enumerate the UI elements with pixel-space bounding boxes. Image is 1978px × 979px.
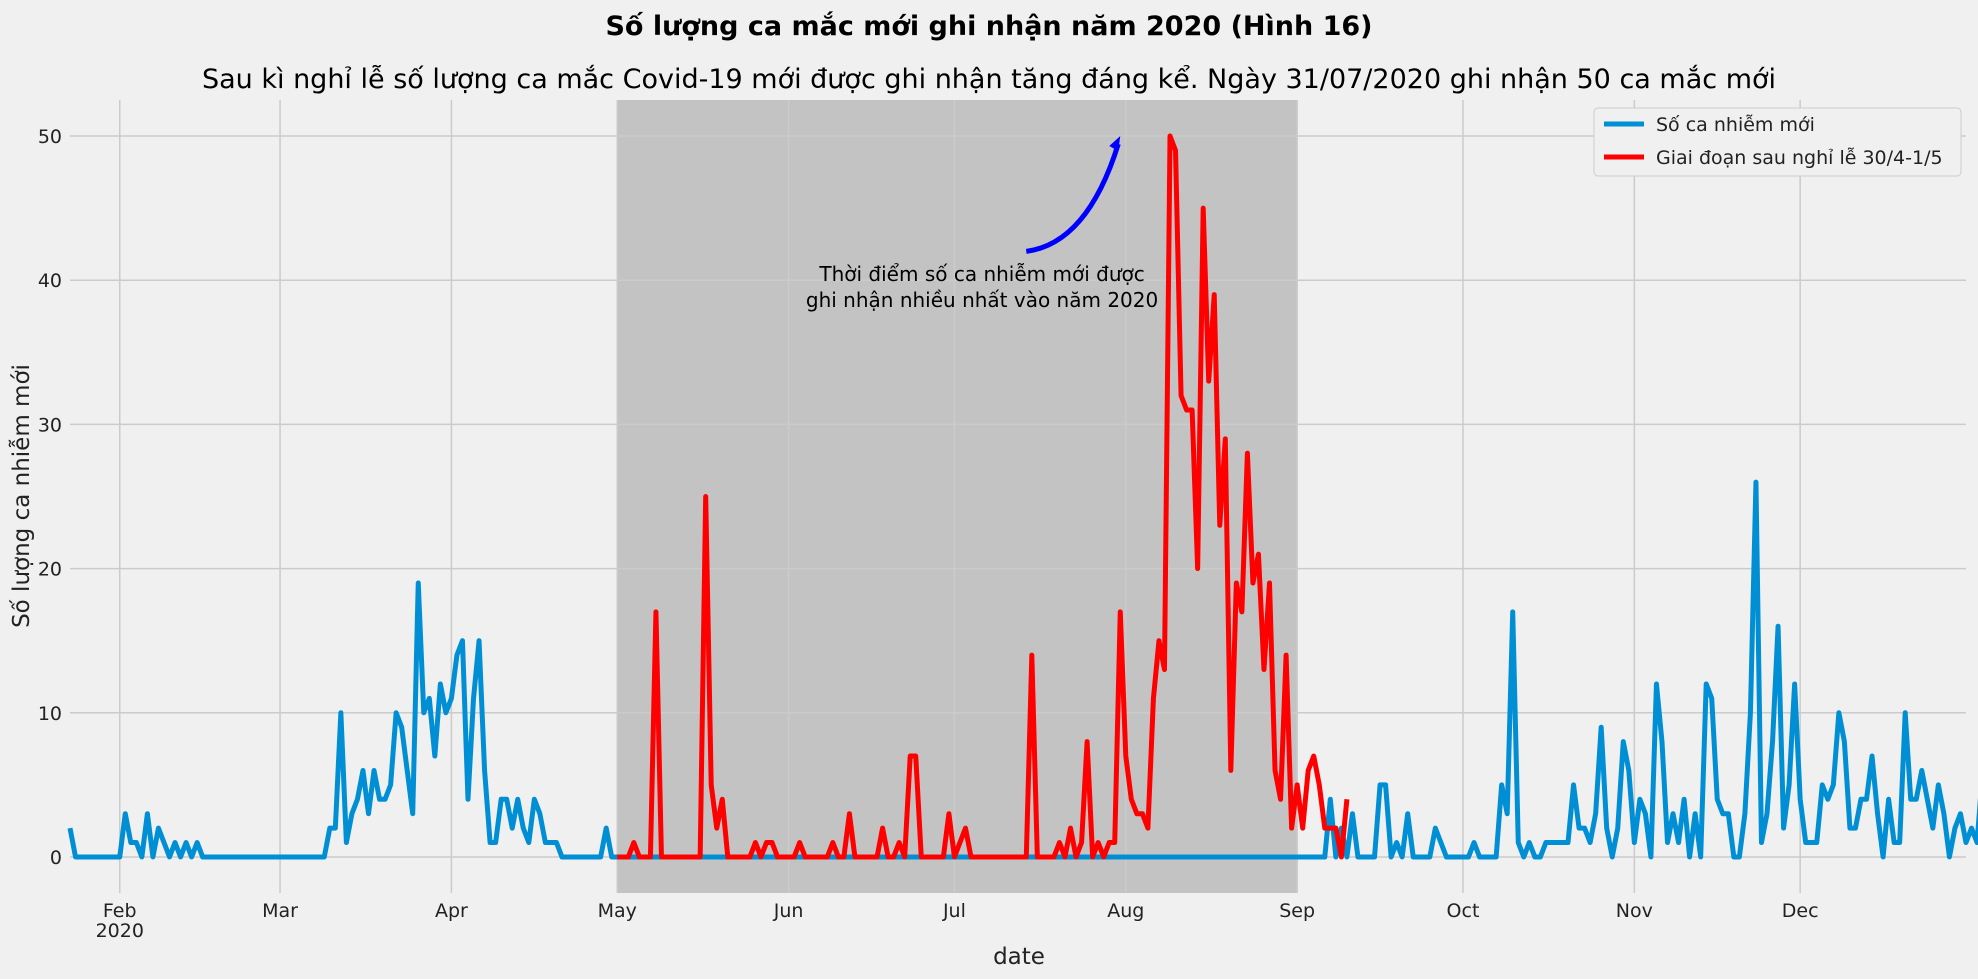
x-tick-label: Oct	[1447, 900, 1480, 922]
legend-box	[1593, 107, 1962, 177]
annotation-text-line-2: ghi nhận nhiều nhất vào năm 2020	[806, 288, 1158, 312]
y-tick-label: 20	[38, 559, 62, 581]
y-axis-label: Số lượng ca nhiễm mới	[7, 364, 35, 628]
x-tick-sublabel: 2020	[96, 920, 144, 942]
annotation: Thời điểm số ca nhiễm mới được ghi nhận …	[806, 136, 1158, 312]
legend-label-new-cases: Số ca nhiễm mới	[1656, 113, 1815, 136]
x-tick-label: Sep	[1279, 900, 1315, 922]
y-axis-ticks: 0 10 20 30 40 50	[38, 126, 62, 869]
x-tick-label: May	[598, 900, 637, 922]
legend-label-post-holiday: Giai đoạn sau nghỉ lễ 30/4-1/5	[1656, 146, 1943, 169]
x-tick-label: Mar	[262, 900, 298, 922]
annotation-text-line-1: Thời điểm số ca nhiễm mới được	[818, 262, 1144, 286]
y-tick-label: 30	[38, 414, 62, 436]
annotation-arrow	[1025, 143, 1121, 254]
y-tick-label: 0	[50, 847, 62, 869]
series-line-1	[617, 133, 1350, 860]
annotation-arrowhead	[1109, 136, 1121, 152]
x-tick-label: Apr	[435, 900, 468, 922]
x-tick-label: Dec	[1782, 900, 1819, 922]
chart-subtitle: Sau kì nghỉ lễ số lượng ca mắc Covid-19 …	[202, 64, 1776, 95]
series-layer	[67, 133, 1978, 860]
legend: Số ca nhiễm mới Giai đoạn sau nghỉ lễ 30…	[1593, 107, 1962, 177]
x-tick-label: Aug	[1107, 900, 1144, 922]
y-tick-label: 10	[38, 703, 62, 725]
shaded-period	[617, 100, 1298, 893]
x-tick-label: Jul	[942, 900, 966, 922]
x-tick-label: Jun	[773, 900, 804, 922]
x-tick-label: Nov	[1616, 900, 1653, 922]
y-tick-label: 50	[38, 126, 62, 148]
x-tick-label: Feb	[103, 900, 137, 922]
plot-area: Thời điểm số ca nhiễm mới được ghi nhận …	[67, 100, 1978, 893]
x-axis-label: date	[993, 944, 1045, 970]
y-tick-label: 40	[38, 270, 62, 292]
chart-title: Số lượng ca mắc mới ghi nhận năm 2020 (H…	[605, 11, 1372, 42]
